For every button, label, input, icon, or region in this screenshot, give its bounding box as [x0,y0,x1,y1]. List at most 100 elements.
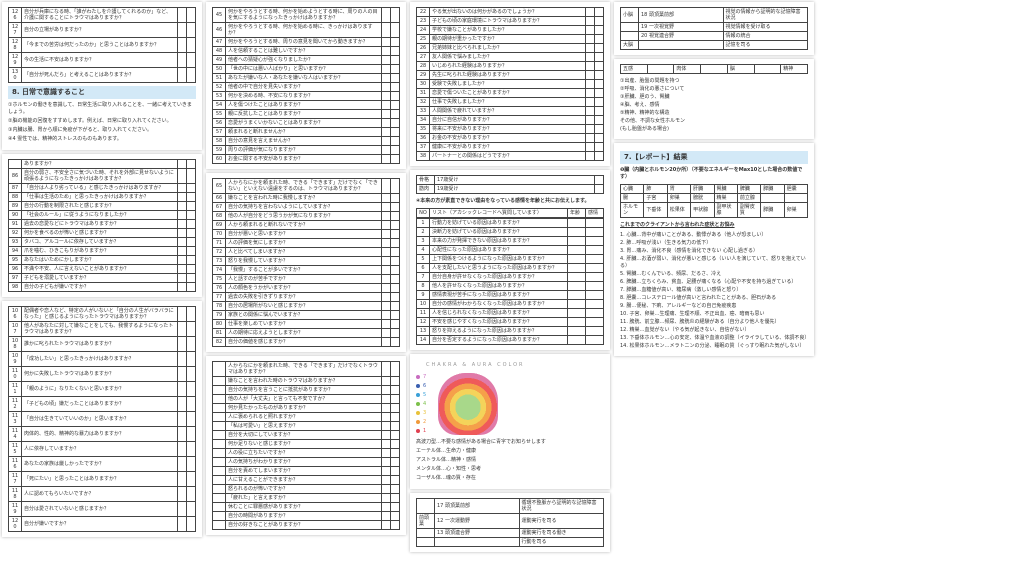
answer-cell [177,67,187,83]
answer-cell [177,336,187,352]
row-number: 97 [8,273,22,283]
row-question: 人から頼まれると断れないですか？ [225,220,382,230]
answer-cell [186,255,196,265]
answer-cell [585,115,595,125]
row-number [212,385,226,395]
table-row: 「疲れた」と言えますか？ [212,493,400,503]
question-table: 126 自分が兵庫になる時、「誰がわたしを介護してくれるのか」など、介護に関するこ… [8,7,196,83]
answer-cell [390,154,400,164]
table-cell: 視覚情報を受け取る [722,22,808,32]
question-table: 人からなにかを頼まれた時、できる「できます」だけでなくトラウマはありますか？ 嫌な… [212,361,400,530]
row-question: 本来の力が発揮できない原因はありますか？ [429,236,568,246]
row-number: 38 [416,151,430,161]
row-number: 57 [212,127,226,137]
table-row: 59 周りの評価が気になりますか？ [212,145,400,155]
table-row: 54 人を傷つけたことはありますか？ [212,100,400,110]
row-question: 爪を噛む、ひきこもりがありますか？ [21,246,178,256]
answer-cell [390,55,400,65]
row-number: 58 [212,136,226,146]
list-item: 5. 腎臓…むくんでいる、頻尿、だるさ、冷え [620,271,722,277]
row-number: 119 [8,501,22,517]
row-question: 「我慢」することが多いですか？ [225,265,382,275]
chakra-title: CHAKRA & AURA COLOR [426,362,525,368]
answer-cell [390,520,400,530]
answer-cell [381,229,391,239]
table-cell: 肝臓 [690,184,715,194]
chakra-dot-icon [416,383,420,388]
answer-cell [177,237,187,247]
table-row: 58 自分の意見を言えませんか？ [212,136,400,146]
answer-cell [186,22,196,38]
table-row: 20 視覚連合野 情報の統合 [620,31,808,41]
table-cell: 行動を司る [518,537,604,547]
row-number [212,376,226,386]
table-cell: 膵臓 [760,202,785,218]
answer-cell [381,145,391,155]
table-row: 90 「社会のルール」に従うようになりましたか？ [8,210,196,220]
answer-cell [186,246,196,256]
row-question: 他人を許せなくなった原因はありますか？ [429,281,568,291]
row-question: 自分の弱さ、不安全さに気づいた時、それを外部に見せないように頑張るようになったき… [21,168,178,184]
answer-cell [186,183,196,193]
table-row: 67 自分の気持ちを言わないようにしていますか？ [212,202,400,212]
row-question: あなたはいためにかしますか？ [21,255,178,265]
row-question: あなたが嫌いな人・あなたを嫌いな人はいますか？ [225,73,382,83]
table-cell: 脳 [726,64,755,74]
row-number: 98 [8,282,22,292]
chakra-text: コーザル体…魂の質・存在 [416,475,476,481]
row-number [212,448,226,458]
table-row: 70 自分が悪いと思いますか？ [212,229,400,239]
answer-cell [381,376,391,386]
table-row: 自分の気持ちを言うことに抵抗がありますか？ [212,385,400,395]
answer-cell [594,124,604,134]
document-page: 17 頭頂葉前部 循環不整脈から証明的な記憶障害状況 前頭葉 12 一次運動野 運動実行… [410,493,610,552]
table-row: 10 自分の感情がわからなくなった原因はありますか？ [416,299,604,309]
row-question: 何かをやろうとする時、周りの意見を聞いてから動きますか？ [225,37,382,47]
chakra-dot-icon [416,374,420,379]
answer-cell [390,310,400,320]
answer-cell [186,336,196,352]
table-cell: 17 頭頂葉前部 [434,498,520,514]
table-cell [620,31,639,41]
answer-cell [594,115,604,125]
table-cell: 下垂体 [643,202,668,218]
answer-cell [177,426,187,442]
table-cell: 18 頭頂葉前部 [638,7,724,23]
row-question: 今の生活に不安はありますか？ [21,52,178,68]
chakra-dot-icon [416,392,420,397]
row-number: 120 [8,516,22,532]
question-table: 1 行動力を妨げている原因はありますか？ 2 決断力を妨げている原因はありますか？ 3 本… [416,218,604,345]
row-question: 頼まれると断れませんか？ [225,127,382,137]
table-row: 1 行動力を妨げている原因はありますか？ [416,218,604,228]
row-question: お金に関する不安がありますか？ [225,154,382,164]
answer-cell [381,385,391,395]
table-cell: ホルモン [619,202,645,218]
table-row: 118 人に認めてもらいたいですか？ [8,486,196,502]
table-row: 28 いじめられた経験はありますか？ [416,61,604,71]
row-number: 50 [212,64,226,74]
row-question: 自分に自信がありますか？ [429,115,586,125]
answer-cell [186,381,196,397]
answer-cell [390,238,400,248]
answer-cell [390,127,400,137]
list-item: ①出産、胎盤の問題を持つ [620,78,680,84]
answer-cell [390,193,400,203]
answer-cell [186,396,196,412]
table-row: 78 自分の居場所がないと感じますか？ [212,301,400,311]
table-cell: 17歳受け [434,175,595,185]
row-number: 13 [416,326,430,336]
table-cell: 12 一次運動野 [434,513,520,529]
answer-cell [390,109,400,119]
answer-cell [381,220,391,230]
table-row: 「私は可愛い」と思えますか？ [212,421,400,431]
table-row: 112 「子どもの頃」嫌だったことはありますか？ [8,396,196,412]
answer-cell [390,394,400,404]
table-cell: 13 頭頂連合野 [434,528,520,538]
row-number: 48 [212,46,226,56]
answer-cell [594,142,604,152]
table-row: 108 誰かに叱られたトラウマはありますか？ [8,336,196,352]
table-row: 117 「死にたい」と思ったことはありますか？ [8,471,196,487]
row-number [212,457,226,467]
row-question: 自分の意見を言えませんか？ [225,136,382,146]
answer-cell [177,366,187,382]
